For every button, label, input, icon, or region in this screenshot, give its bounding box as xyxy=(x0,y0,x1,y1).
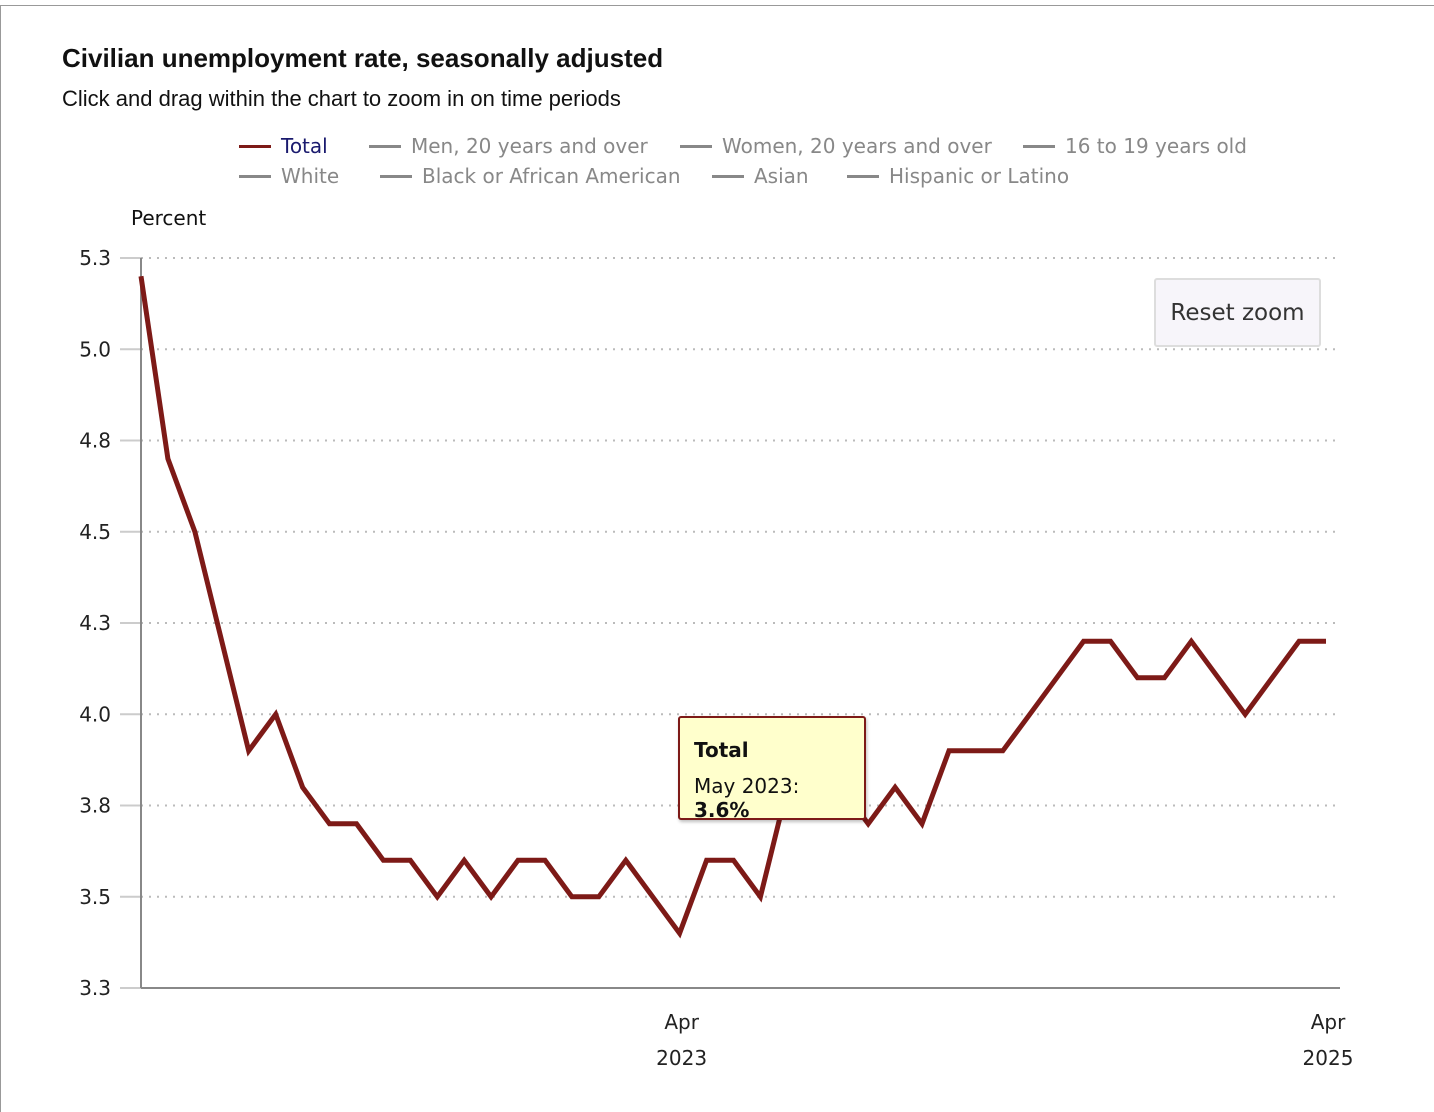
legend-swatch xyxy=(680,144,712,148)
y-tick-label: 3.5 xyxy=(79,885,111,909)
legend-item-asian[interactable]: Asian xyxy=(712,164,809,188)
legend-swatch xyxy=(380,174,412,178)
y-tick-label: 5.0 xyxy=(79,337,111,361)
y-tick-label: 4.8 xyxy=(79,429,111,453)
legend-item-total[interactable]: Total xyxy=(239,134,328,158)
legend-label: Hispanic or Latino xyxy=(889,164,1070,188)
y-axis-title: Percent xyxy=(131,206,207,230)
legend-swatch xyxy=(712,174,744,178)
legend-label: Men, 20 years and over xyxy=(411,134,648,158)
legend-item-teens[interactable]: 16 to 19 years old xyxy=(1023,134,1247,158)
legend-item-men[interactable]: Men, 20 years and over xyxy=(369,134,648,158)
tooltip-series: Total xyxy=(694,738,749,762)
tooltip: Total May 2023: 3.6% xyxy=(678,716,866,822)
legend-label: Asian xyxy=(754,164,809,188)
y-tick-label: 3.3 xyxy=(79,976,111,1000)
x-tick-label-month: Apr xyxy=(1311,1010,1346,1034)
legend-label: Total xyxy=(281,134,328,158)
y-tick-label: 5.3 xyxy=(79,246,111,270)
legend-item-black[interactable]: Black or African American xyxy=(380,164,681,188)
legend-label: Black or African American xyxy=(422,164,681,188)
legend-swatch xyxy=(239,144,271,148)
x-tick-label-year: 2025 xyxy=(1303,1046,1354,1070)
y-tick-label: 4.5 xyxy=(79,520,111,544)
reset-zoom-button[interactable]: Reset zoom xyxy=(1154,278,1321,347)
x-tick-label-year: 2023 xyxy=(656,1046,707,1070)
legend-item-hispanic[interactable]: Hispanic or Latino xyxy=(847,164,1069,188)
chart-subtitle: Click and drag within the chart to zoom … xyxy=(62,86,621,111)
legend-swatch xyxy=(1023,144,1055,148)
y-tick-label: 3.8 xyxy=(79,794,111,818)
y-tick-label: 4.0 xyxy=(79,702,111,726)
legend-swatch xyxy=(369,144,401,148)
chart-container xyxy=(0,5,1434,1112)
legend-label: Women, 20 years and over xyxy=(722,134,992,158)
tooltip-label: May 2023: xyxy=(694,774,800,798)
series-line-total xyxy=(138,275,1326,939)
legend-item-white[interactable]: White xyxy=(239,164,339,188)
legend-swatch xyxy=(239,174,271,178)
legend-label: White xyxy=(281,164,340,188)
tooltip-value: 3.6% xyxy=(694,798,750,822)
legend-label: 16 to 19 years old xyxy=(1065,134,1247,158)
x-tick-label-month: Apr xyxy=(664,1010,699,1034)
legend-item-women[interactable]: Women, 20 years and over xyxy=(680,134,992,158)
legend-swatch xyxy=(847,174,879,178)
tooltip-body: May 2023: 3.6% xyxy=(694,774,850,822)
chart-title: Civilian unemployment rate, seasonally a… xyxy=(62,43,664,73)
y-tick-label: 4.3 xyxy=(79,611,111,635)
